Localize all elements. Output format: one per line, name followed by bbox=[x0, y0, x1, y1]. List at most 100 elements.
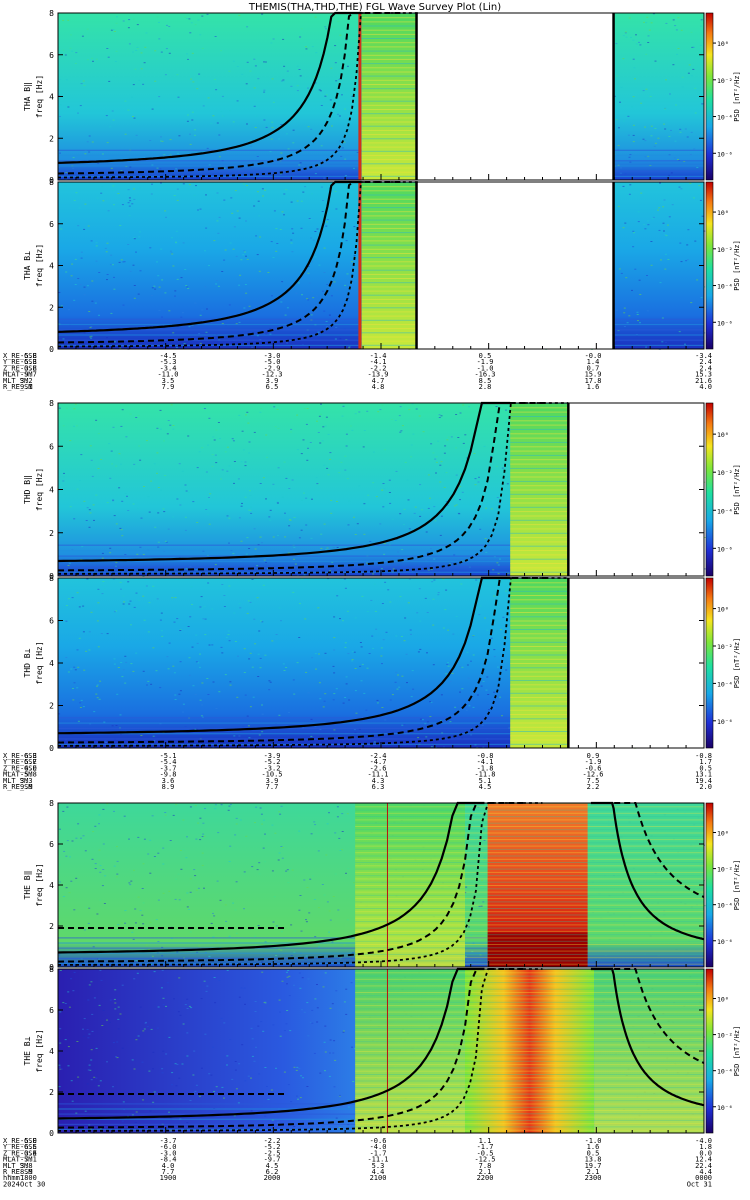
ephemeris-value: 0.5 bbox=[699, 764, 712, 772]
ephemeris-value: 15.3 bbox=[695, 371, 712, 379]
ephemeris-row-label: R_RE_SM bbox=[3, 1168, 33, 1176]
ephemeris-table: X_RE_GSE-6.3 -5.1 -3.9 -2.4 -0.8 0.9 -0.8 Y_RE_… bbox=[3, 752, 712, 791]
ephemeris-value: 6.2 bbox=[266, 1168, 279, 1176]
ephemeris-value: 7.7 bbox=[162, 1168, 175, 1176]
ephemeris-value: 8.9 bbox=[20, 1168, 33, 1176]
colorbar-tick-label: 10⁻² bbox=[717, 246, 733, 254]
ephemeris-value: -2.6 bbox=[370, 764, 387, 772]
panel-ylabel: THA B‖ bbox=[23, 82, 32, 111]
colorbar-tick-label: 10⁻² bbox=[717, 1032, 733, 1040]
y-tick-label: 6 bbox=[49, 617, 54, 626]
ephemeris-value: -0.8 bbox=[695, 752, 712, 760]
ephemeris-value: -5.4 bbox=[160, 758, 177, 766]
y-tick-label: 0 bbox=[49, 572, 54, 581]
ephemeris-row-label: Y_RE_GSE bbox=[3, 758, 37, 766]
y-tick-label: 4 bbox=[49, 659, 54, 668]
y-tick-label: 8 bbox=[49, 399, 54, 408]
ephemeris-value: -4.5 bbox=[160, 352, 177, 360]
colorbar-label: PSD [nT²/Hz] bbox=[733, 71, 741, 122]
ephemeris-row-label: MLT_SM bbox=[3, 377, 28, 385]
y-tick-label: 6 bbox=[49, 442, 54, 451]
ephemeris-value: 5.3 bbox=[372, 1162, 385, 1170]
ephemeris-value: 15.9 bbox=[585, 371, 602, 379]
ephemeris-value: -6.5 bbox=[20, 1143, 37, 1151]
ephemeris-value: 0.5 bbox=[479, 352, 492, 360]
y-tick-label: 2 bbox=[49, 303, 54, 312]
y-tick-label: 8 bbox=[49, 965, 54, 974]
ephemeris-value: 2.1 bbox=[479, 1168, 492, 1176]
ephemeris-value: -1.9 bbox=[477, 358, 494, 366]
ephemeris-value: 4.5 bbox=[266, 1162, 279, 1170]
ephemeris-tables: X_RE_GSE-5.8 -4.5 -3.0 -1.4 0.5 -0.0 -3.4Y_RE_… bbox=[3, 352, 712, 1188]
colorbar-tick-label: 10⁻⁶ bbox=[717, 150, 733, 158]
colorbar-tick-label: 10⁰ bbox=[717, 606, 729, 614]
ephemeris-row-label: hhmm bbox=[3, 1174, 20, 1182]
ephemeris-value: -12.3 bbox=[261, 371, 282, 379]
ephemeris-value: -2.2 bbox=[264, 1137, 281, 1145]
ephemeris-value: -4.7 bbox=[370, 758, 387, 766]
colorbar-tick-label: 10⁻⁴ bbox=[717, 283, 733, 291]
ephemeris-value: 2.1 bbox=[587, 1168, 600, 1176]
ephemeris-value: -5.7 bbox=[20, 758, 37, 766]
colorbar bbox=[705, 12, 714, 181]
ephemeris-value: -11.8 bbox=[474, 771, 495, 779]
ephemeris-value: 4.4 bbox=[699, 1168, 712, 1176]
panel-ylabel: THE B‖ bbox=[23, 871, 32, 900]
ephemeris-row-label: Z_RE_GSE bbox=[3, 364, 37, 372]
ephemeris-value: 5.1 bbox=[479, 777, 492, 785]
ephemeris-value: -3.7 bbox=[160, 764, 177, 772]
ephemeris-value: -5.0 bbox=[20, 1137, 37, 1145]
colorbar-tick-label: 10⁰ bbox=[717, 830, 729, 838]
ephemeris-value: -11.1 bbox=[367, 1156, 388, 1164]
ephemeris-value: 3.3 bbox=[20, 777, 33, 785]
colorbar-tick-label: 10⁻⁶ bbox=[717, 1104, 733, 1112]
y-tick-label: 8 bbox=[49, 178, 54, 187]
ephemeris-value: -9.7 bbox=[264, 1156, 281, 1164]
ephemeris-value: 2.0 bbox=[699, 783, 712, 791]
ephemeris-value: -9.7 bbox=[20, 371, 37, 379]
ephemeris-value: 13.8 bbox=[585, 1156, 602, 1164]
colorbar-tick-label: 10⁻² bbox=[717, 469, 733, 477]
colorbar-tick-label: 10⁻² bbox=[717, 643, 733, 651]
colorbar-tick-label: 10⁻⁶ bbox=[717, 938, 733, 946]
ephemeris-row-label: MLAT_SM bbox=[3, 771, 33, 779]
panel-yunit: freq [Hz] bbox=[35, 641, 44, 684]
ephemeris-row-label: Y_RE_GSE bbox=[3, 358, 37, 366]
y-tick-label: 2 bbox=[49, 702, 54, 711]
ephemeris-value: -0.8 bbox=[477, 752, 494, 760]
gyrofrequency-curves bbox=[57, 401, 569, 575]
ephemeris-value: -4.1 bbox=[370, 358, 387, 366]
colorbar-tick-label: 10⁻⁴ bbox=[717, 507, 733, 515]
gyrofrequency-curves bbox=[57, 11, 420, 179]
ephemeris-value: -2.9 bbox=[264, 364, 281, 372]
ephemeris-value: -5.2 bbox=[264, 1143, 281, 1151]
y-tick-label: 6 bbox=[49, 840, 54, 849]
panel-yunit: freq [Hz] bbox=[35, 468, 44, 511]
panel-ylabel: THE B⊥ bbox=[23, 1036, 32, 1065]
colorbar-tick-label: 10⁻⁴ bbox=[717, 114, 733, 122]
ephemeris-row-label: MLT_SM bbox=[3, 777, 28, 785]
spectrogram-panel: 0 2 4 6 8 THA B⊥ freq [Hz] 10⁰ 10⁻² 10⁻⁴ 10⁻⁶ PSD [… bbox=[23, 178, 741, 354]
panel-ylabel: THD B⊥ bbox=[23, 648, 32, 677]
panel-yunit: freq [Hz] bbox=[35, 75, 44, 118]
ephemeris-value: -1.0 bbox=[585, 1137, 602, 1145]
ephemeris-value: -5.0 bbox=[264, 358, 281, 366]
ephemeris-value: -2.2 bbox=[370, 364, 387, 372]
y-tick-label: 2 bbox=[49, 1088, 54, 1097]
ephemeris-value: 1800 bbox=[20, 1174, 37, 1182]
y-tick-label: 0 bbox=[49, 744, 54, 753]
ephemeris-value: -12.6 bbox=[582, 771, 603, 779]
ephemeris-row-label: Y_RE_GSE bbox=[3, 1143, 37, 1151]
ephemeris-row-label: MLAT_SM bbox=[3, 371, 33, 379]
ephemeris-value: 4.0 bbox=[162, 1162, 175, 1170]
colorbar-label: PSD [nT²/Hz] bbox=[733, 464, 741, 515]
ephemeris-value: 7.5 bbox=[587, 777, 600, 785]
ephemeris-value: 1.7 bbox=[699, 758, 712, 766]
ephemeris-value: 6.5 bbox=[266, 383, 279, 391]
ephemeris-value: 0.0 bbox=[699, 1149, 712, 1157]
ephemeris-value: 2000 bbox=[264, 1174, 281, 1182]
ephemeris-value: 13.1 bbox=[695, 771, 712, 779]
ephemeris-value: 4.0 bbox=[699, 383, 712, 391]
colorbar bbox=[705, 968, 714, 1134]
